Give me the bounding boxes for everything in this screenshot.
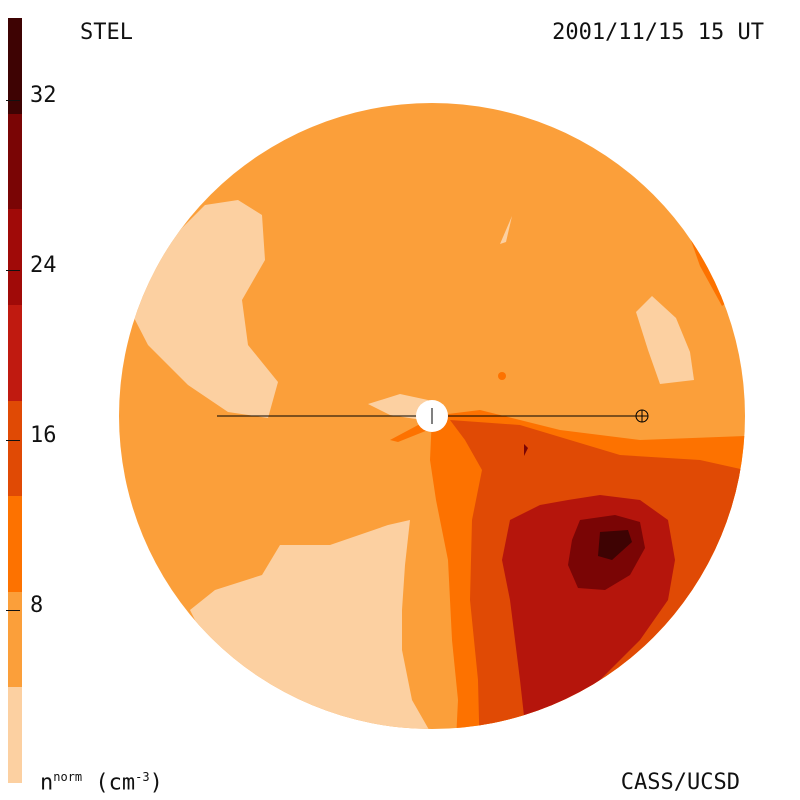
colorbar-level [8,687,22,783]
colorbar-tick-label: 8 [30,593,44,618]
low-density-region [500,216,512,244]
unit-label: nnorm (cm-3) [40,770,163,795]
colorbar-tick-label: 32 [30,83,57,108]
unit-text: (cm [95,770,136,796]
colorbar-tick-mark [6,440,20,441]
colorbar-level [8,591,22,688]
low-density-region [368,394,428,420]
quantity-symbol: n [40,770,54,796]
low-density-region [636,296,694,384]
colorbar-level [8,18,22,114]
colorbar-level [8,113,22,210]
medium-density-region [498,372,506,380]
unit-superscript: -3 [135,770,150,784]
colorbar-level [8,304,22,401]
colorbar-tick-mark [6,270,20,271]
colorbar-level [8,209,22,305]
unit-close: ) [149,770,163,796]
quantity-superscript: norm [53,770,83,784]
peak-density-core [598,530,632,560]
colorbar-tick-mark [6,610,20,611]
timestamp-label: 2001/11/15 15 UT [552,20,764,45]
medium-density-region [390,424,428,442]
colorbar-tick-label: 24 [30,253,57,278]
peak-density-region [524,444,528,456]
instrument-label: STEL [80,20,133,45]
colorbar-tick-label: 16 [30,423,57,448]
colorbar-tick-mark [6,100,20,101]
low-density-region [130,200,278,418]
credit-label: CASS/UCSD [620,770,740,795]
colorbar-level [8,496,22,592]
colorbar-level [8,400,22,497]
colorbar [8,18,22,783]
